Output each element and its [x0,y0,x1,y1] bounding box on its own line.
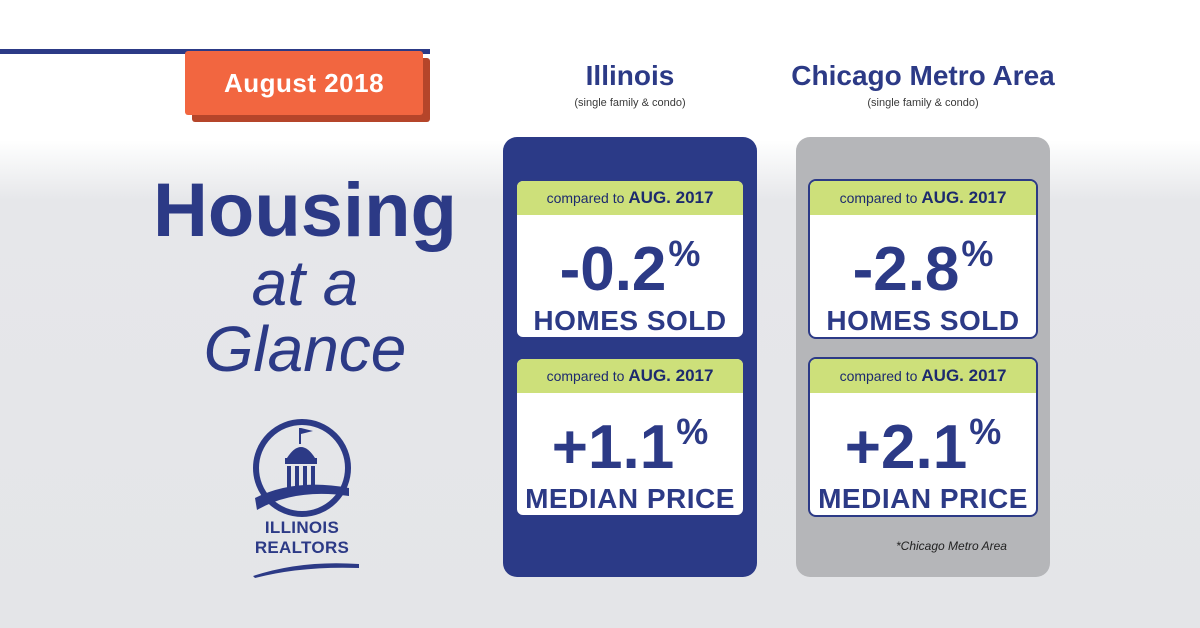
capitol-dome-icon [253,419,351,517]
stat-unit: % [668,233,701,274]
compare-period: AUG. 2017 [628,366,714,385]
comparison-bar: compared to AUG. 2017 [517,181,743,215]
headline-line-3: Glance [203,313,407,385]
compare-prefix: compared to [839,190,918,206]
chicago-median-price-card: compared to AUG. 2017 +2.1% MEDIAN PRICE [808,357,1038,517]
comparison-bar: compared to AUG. 2017 [810,359,1036,393]
compare-period: AUG. 2017 [921,366,1007,385]
stat-value: +2.1% [810,399,1036,481]
illinois-median-price-card: compared to AUG. 2017 +1.1% MEDIAN PRICE [515,357,745,517]
stat-unit: % [969,411,1002,452]
logo-swoosh-icon [253,563,359,578]
compare-period: AUG. 2017 [921,188,1007,207]
illinois-homes-sold-card: compared to AUG. 2017 -0.2% HOMES SOLD [515,179,745,339]
stat-number: -0.2 [559,235,667,304]
stat-unit: % [961,233,994,274]
illinois-title: Illinois [585,60,675,91]
compare-period: AUG. 2017 [628,188,714,207]
illinois-realtors-logo: ILLINOIS REALTORS [245,418,365,578]
stat-value: +1.1% [517,399,743,481]
comparison-bar: compared to AUG. 2017 [810,181,1036,215]
stat-value: -0.2% [517,221,743,303]
stat-label: MEDIAN PRICE [818,483,1028,514]
chicago-title: Chicago Metro Area [791,60,1055,91]
illinois-panel: compared to AUG. 2017 -0.2% HOMES SOLD c… [503,137,757,577]
stat-label: HOMES SOLD [826,305,1020,336]
chicago-title-block: Chicago Metro Area (single family & cond… [776,60,1070,109]
comparison-bar: compared to AUG. 2017 [517,359,743,393]
stat-label: HOMES SOLD [533,305,727,336]
logo-wordmark: ILLINOIS REALTORS [249,518,355,558]
illinois-title-block: Illinois (single family & condo) [503,60,757,109]
logo-line-2: REALTORS [254,538,350,557]
stat-number: +2.1 [844,413,968,482]
chicago-homes-sold-card: compared to AUG. 2017 -2.8% HOMES SOLD [808,179,1038,339]
compare-prefix: compared to [839,368,918,384]
headline-line-2: at a [251,247,359,319]
date-badge: August 2018 [185,51,423,115]
stat-unit: % [676,411,709,452]
stat-label: MEDIAN PRICE [525,483,735,514]
compare-prefix: compared to [546,190,625,206]
chicago-panel: compared to AUG. 2017 -2.8% HOMES SOLD c… [796,137,1050,577]
compare-prefix: compared to [546,368,625,384]
footnote: *Chicago Metro Area [896,539,1007,553]
logo-line-1: ILLINOIS [264,518,340,537]
stat-value: -2.8% [810,221,1036,303]
stat-number: -2.8 [852,235,960,304]
illinois-subtitle: (single family & condo) [574,97,686,109]
headline-line-1: Housing [153,168,457,253]
chicago-subtitle: (single family & condo) [867,97,979,109]
stat-number: +1.1 [551,413,675,482]
headline: Housing at a Glance [0,168,610,385]
